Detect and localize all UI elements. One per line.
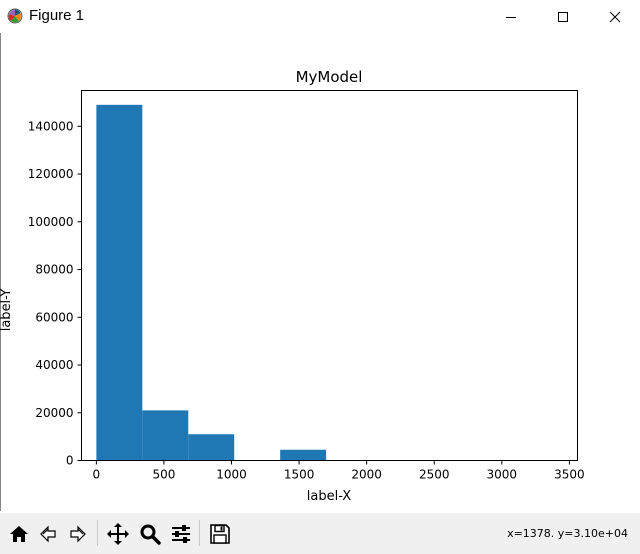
x-tick-label: 2500 [419, 468, 450, 482]
histogram-bar [142, 410, 189, 461]
histogram-bar [188, 434, 235, 461]
x-tick-label: 500 [152, 468, 175, 482]
y-tick-label: 140000 [28, 119, 74, 133]
chart-title: MyModel [296, 68, 363, 86]
y-tick-label: 120000 [28, 167, 74, 181]
x-tick-label: 3000 [487, 468, 518, 482]
figure-canvas[interactable]: MyModel 0 500 1000 1500 2000 2500 3000 3500 0 20… [0, 33, 640, 511]
title-bar: Figure 1 [0, 0, 640, 33]
y-tick-label: 40000 [35, 358, 73, 372]
x-tick-label: 1000 [216, 468, 247, 482]
y-tick-label: 80000 [35, 263, 73, 277]
x-axis-label: label-X [307, 489, 351, 504]
save-button[interactable] [205, 518, 234, 549]
cursor-coordinates: x=1378. y=3.10e+04 [507, 527, 628, 540]
close-button[interactable] [592, 0, 638, 33]
x-tick-label: 2000 [351, 468, 382, 482]
x-tick-label: 3500 [554, 468, 585, 482]
axes-frame [81, 90, 578, 461]
forward-icon [69, 525, 86, 542]
toolbar-separator [97, 520, 98, 546]
matplotlib-logo-icon [7, 8, 23, 24]
window-title: Figure 1 [29, 7, 85, 24]
window-border [0, 33, 1, 511]
y-tick-label: 0 [66, 454, 74, 468]
save-icon [209, 523, 230, 544]
forward-button[interactable] [63, 518, 92, 549]
histogram-bar [280, 449, 327, 461]
zoom-icon [140, 524, 161, 545]
y-axis-label: label-Y [0, 289, 14, 332]
minimize-icon [506, 16, 516, 18]
y-tick-label: 100000 [28, 215, 74, 229]
pan-icon [106, 522, 129, 545]
y-tick-label: 20000 [35, 406, 73, 420]
maximize-button[interactable] [540, 0, 586, 33]
y-tick-label: 60000 [35, 310, 73, 324]
toolbar-separator [199, 520, 200, 546]
minimize-button[interactable] [488, 0, 534, 33]
close-icon [609, 11, 621, 22]
zoom-button[interactable] [135, 518, 164, 549]
configure-subplots-icon [171, 524, 190, 543]
maximize-icon [558, 11, 568, 22]
histogram-bar [96, 104, 143, 461]
back-icon [39, 525, 56, 542]
x-tick-label: 0 [93, 468, 101, 482]
configure-subplots-button[interactable] [166, 518, 195, 549]
navigation-toolbar: x=1378. y=3.10e+04 [0, 513, 640, 554]
home-button[interactable] [4, 518, 33, 549]
pan-button[interactable] [103, 518, 132, 549]
x-tick-label: 1500 [284, 468, 315, 482]
home-icon [9, 525, 28, 542]
back-button[interactable] [33, 518, 62, 549]
